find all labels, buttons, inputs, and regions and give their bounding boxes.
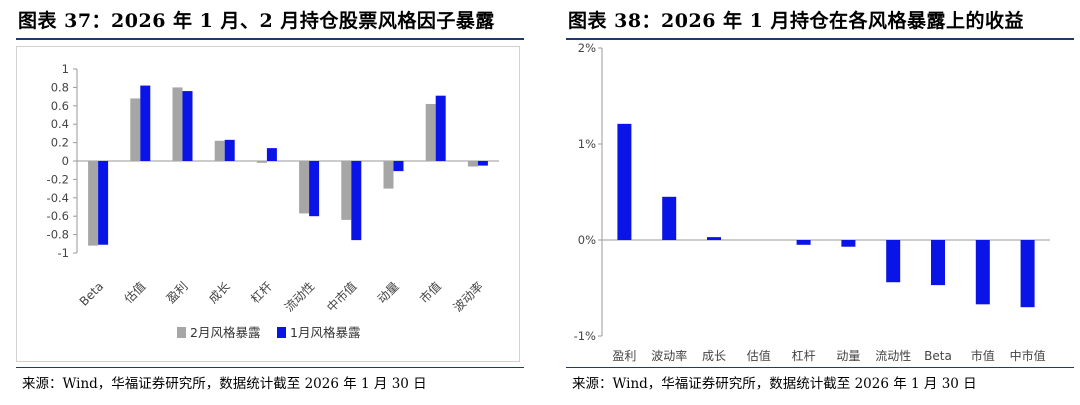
x-tick-label: 盈利 xyxy=(612,349,636,363)
bar xyxy=(214,140,225,161)
title-divider xyxy=(16,38,524,40)
right-figure: 图表 38：2026 年 1 月持仓在各风格暴露上的收益 2% 1% 0% -1% 盈利… xyxy=(550,0,1080,405)
bar xyxy=(886,240,901,283)
legend-label: 2月风格暴露 xyxy=(190,325,261,340)
y-tick-label: -0.4 xyxy=(47,191,69,205)
x-tick-label: 流动性 xyxy=(875,349,911,363)
bar xyxy=(140,85,151,161)
bar xyxy=(707,237,721,240)
bar xyxy=(351,161,362,241)
x-tick-label: 市值 xyxy=(971,348,995,363)
x-tick-label: 波动率 xyxy=(450,279,486,315)
x-tick-label: 市值 xyxy=(416,279,444,307)
bar xyxy=(224,139,235,161)
bar xyxy=(617,123,632,240)
bar xyxy=(841,240,856,247)
bar xyxy=(1020,240,1035,308)
figure-title: 图表 37：2026 年 1 月、2 月持仓股票风格因子暴露 xyxy=(18,10,495,32)
x-tick-label: Beta xyxy=(77,279,106,308)
source-note: 来源：Wind，华福证券研究所，数据统计截至 2026 年 1 月 30 日 xyxy=(572,376,977,392)
bar xyxy=(299,161,310,214)
x-tick-label: 波动率 xyxy=(651,348,687,363)
y-tick-label: -1% xyxy=(574,329,596,343)
y-tick-label: -0.8 xyxy=(47,228,69,242)
bar xyxy=(182,91,193,161)
y-tick-label: 0.6 xyxy=(51,99,69,113)
source-divider xyxy=(566,367,1074,368)
bar xyxy=(393,161,404,172)
y-tick-label: 1 xyxy=(62,62,69,76)
return-bar-chart: 2% 1% 0% -1% 盈利 波动率 成长 估值 杠杆 动量 流动性 Beta 市值 中市值 xyxy=(574,41,1050,363)
chart-frame: 1 0.8 0.6 0.4 0.2 0 -0.2 -0.4 -0.6 -0.8 -1 Beta 估值 盈利… xyxy=(16,46,520,362)
bar xyxy=(383,161,394,189)
x-tick-label: 中市值 xyxy=(1010,348,1046,363)
y-tick-label: 0.4 xyxy=(51,117,69,131)
y-tick-label: 0.2 xyxy=(51,136,69,150)
title-divider xyxy=(566,38,1074,40)
bar xyxy=(975,240,990,305)
bar xyxy=(172,87,183,161)
bar xyxy=(130,98,141,161)
left-figure: 图表 37：2026 年 1 月、2 月持仓股票风格因子暴露 1 0.8 0.6 0.… xyxy=(0,0,530,405)
bar xyxy=(309,161,320,217)
bar xyxy=(477,161,488,166)
y-tick-label: 2% xyxy=(578,41,596,55)
y-tick-label: -1 xyxy=(58,246,69,260)
x-tick-label: 动量 xyxy=(836,349,860,363)
bar xyxy=(425,103,436,161)
x-tick-label: 估值 xyxy=(121,279,149,307)
y-tick-label: 0 xyxy=(62,154,69,168)
legend-label: 1月风格暴露 xyxy=(290,325,361,340)
x-tick-label: Beta xyxy=(924,349,952,363)
x-tick-label: 杠杆 xyxy=(247,279,275,307)
bar xyxy=(266,148,277,161)
bar xyxy=(435,95,446,161)
x-tick-label: 动量 xyxy=(375,279,402,306)
x-tick-label: 成长 xyxy=(702,349,726,363)
y-tick-label: 1% xyxy=(578,137,596,151)
x-tick-label: 中市值 xyxy=(323,279,359,315)
source-note: 来源：Wind，华福证券研究所，数据统计截至 2026 年 1 月 30 日 xyxy=(22,376,427,392)
y-tick-label: 0% xyxy=(578,233,596,247)
bar xyxy=(467,161,478,167)
y-tick-label: -0.6 xyxy=(47,209,69,223)
bar xyxy=(256,161,267,163)
bar xyxy=(98,161,109,245)
source-divider xyxy=(16,367,524,368)
bar xyxy=(88,161,99,246)
x-tick-label: 盈利 xyxy=(164,279,191,306)
legend-swatch xyxy=(277,327,286,338)
bar xyxy=(341,161,352,220)
figure-title: 图表 38：2026 年 1 月持仓在各风格暴露上的收益 xyxy=(568,10,1025,32)
x-tick-label: 流动性 xyxy=(282,279,317,314)
legend-swatch xyxy=(177,327,186,338)
bar xyxy=(662,196,677,240)
x-tick-label: 估值 xyxy=(747,348,771,363)
x-tick-label: 成长 xyxy=(206,279,233,306)
bar xyxy=(796,240,811,245)
exposure-bar-chart: 1 0.8 0.6 0.4 0.2 0 -0.2 -0.4 -0.6 -0.8 -1 Beta 估值 盈利… xyxy=(47,62,499,340)
x-tick-label: 杠杆 xyxy=(792,348,816,363)
bar xyxy=(931,240,945,286)
y-tick-label: -0.2 xyxy=(47,172,69,186)
y-tick-label: 0.8 xyxy=(51,80,69,94)
